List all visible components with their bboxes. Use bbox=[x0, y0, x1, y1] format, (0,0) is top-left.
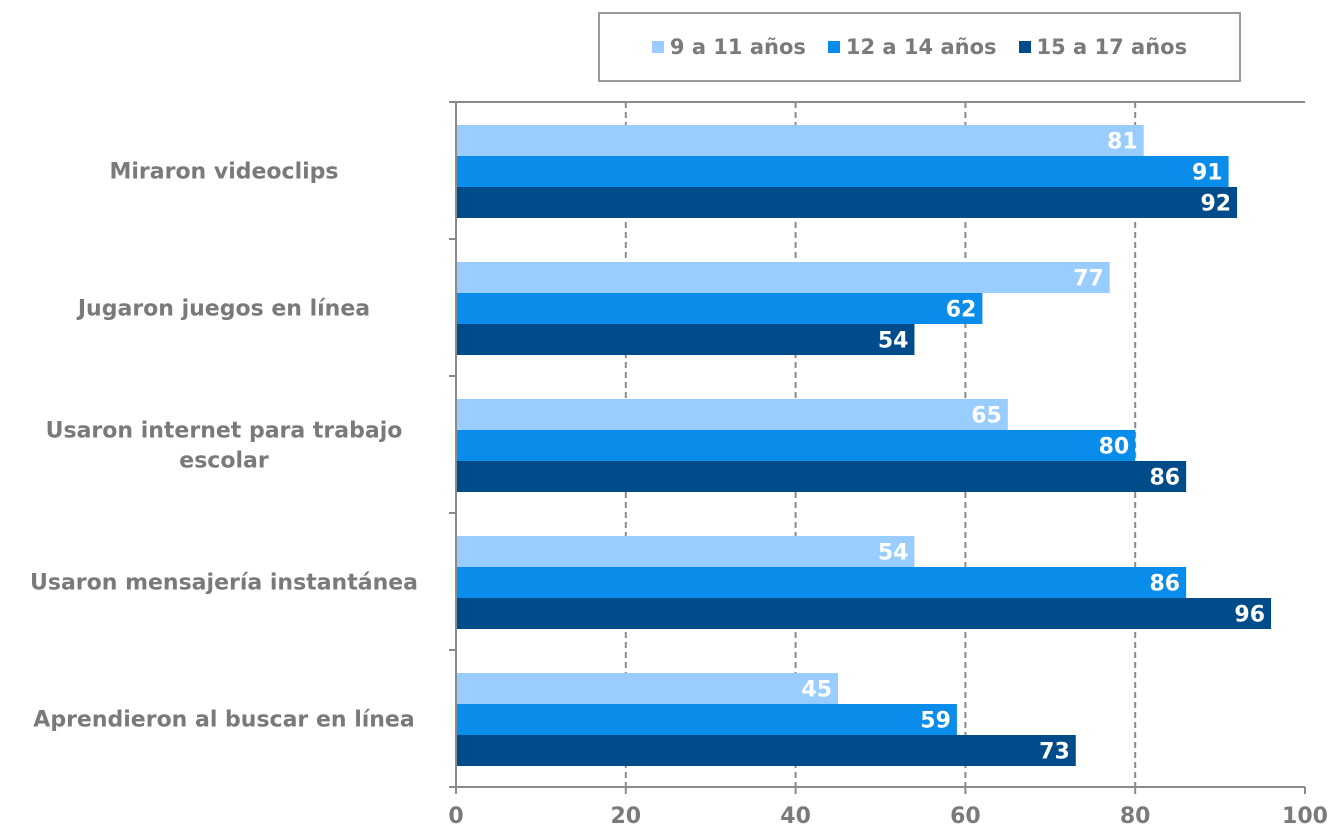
data-label: 62 bbox=[946, 298, 977, 323]
bar bbox=[456, 125, 1144, 156]
data-label: 92 bbox=[1200, 192, 1231, 217]
x-tick-label: 100 bbox=[1282, 804, 1328, 829]
data-label: 77 bbox=[1073, 267, 1104, 292]
bar bbox=[456, 430, 1136, 461]
bars bbox=[456, 125, 1272, 766]
data-label: 59 bbox=[920, 709, 951, 734]
bar bbox=[456, 187, 1238, 218]
category-label: Jugaron juegos en línea bbox=[76, 297, 370, 322]
data-label: 96 bbox=[1234, 603, 1265, 628]
data-label: 81 bbox=[1107, 130, 1138, 155]
data-label: 65 bbox=[971, 404, 1002, 429]
legend-label-series-2: 12 a 14 años bbox=[845, 35, 997, 59]
bar bbox=[456, 673, 839, 704]
data-label: 86 bbox=[1150, 572, 1181, 597]
category-label: Aprendieron al buscar en línea bbox=[33, 708, 414, 733]
data-label: 54 bbox=[878, 329, 909, 354]
category-label: Miraron videoclips bbox=[109, 160, 338, 185]
bar bbox=[456, 735, 1076, 766]
x-tick-label: 0 bbox=[448, 804, 463, 829]
legend: 9 a 11 años 12 a 14 años 15 a 17 años bbox=[598, 12, 1241, 82]
legend-swatch-series-3 bbox=[1018, 41, 1031, 53]
x-tick-label: 60 bbox=[950, 804, 981, 829]
bar bbox=[456, 399, 1008, 430]
bar bbox=[456, 704, 957, 735]
legend-label-series-1: 9 a 11 años bbox=[669, 35, 806, 59]
data-label: 91 bbox=[1192, 161, 1223, 186]
bar bbox=[456, 293, 983, 324]
legend-item-series-2: 12 a 14 años bbox=[827, 35, 997, 59]
data-label: 73 bbox=[1039, 740, 1070, 765]
data-label: 86 bbox=[1150, 466, 1181, 491]
x-tick-label: 20 bbox=[610, 804, 641, 829]
bar bbox=[456, 598, 1272, 629]
legend-swatch-series-1 bbox=[651, 41, 664, 53]
legend-swatch-series-2 bbox=[827, 41, 840, 53]
data-label: 80 bbox=[1099, 435, 1130, 460]
x-tick-label: 40 bbox=[780, 804, 811, 829]
category-label: Usaron internet para trabajo escolar bbox=[46, 419, 403, 474]
category-label: Usaron mensajería instantánea bbox=[30, 571, 418, 596]
legend-label-series-3: 15 a 17 años bbox=[1036, 35, 1188, 59]
bar bbox=[456, 156, 1229, 187]
bar bbox=[456, 324, 915, 355]
bar bbox=[456, 567, 1187, 598]
labels: 0 20 40 60 80 100 Miraron videoclips 81 91 92 Juga… bbox=[30, 130, 1328, 830]
bar bbox=[456, 536, 915, 567]
axes bbox=[449, 101, 1306, 794]
data-label: 54 bbox=[878, 541, 909, 566]
legend-item-series-1: 9 a 11 años bbox=[651, 35, 806, 59]
bar bbox=[456, 262, 1110, 293]
x-tick-label: 80 bbox=[1120, 804, 1151, 829]
bar bbox=[456, 461, 1187, 492]
legend-item-series-3: 15 a 17 años bbox=[1018, 35, 1188, 59]
data-label: 45 bbox=[801, 678, 832, 703]
